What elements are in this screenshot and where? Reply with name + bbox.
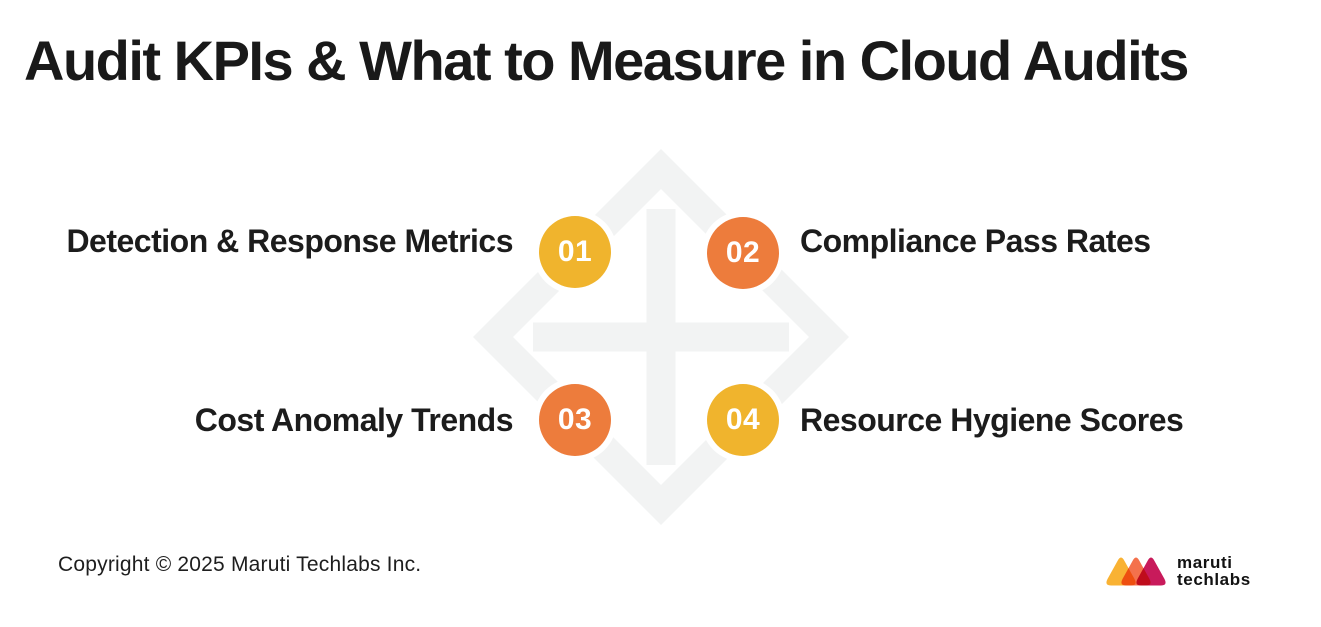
kpi-label-resource-hygiene-scores: Resource Hygiene Scores	[800, 402, 1184, 438]
maruti-techlabs-wordmark: maruti techlabs	[1177, 554, 1251, 588]
maruti-techlabs-logo-icon	[1106, 557, 1166, 586]
copyright-text: Copyright © 2025 Maruti Techlabs Inc.	[58, 553, 422, 576]
move-arrows-diamond-icon	[473, 149, 849, 525]
kpi-label-detection-response-metrics: Detection & Response Metrics	[66, 223, 513, 259]
kpi-number-badge-04: 04	[707, 384, 779, 456]
kpi-label-compliance-pass-rates: Compliance Pass Rates	[800, 223, 1151, 259]
kpi-number-badge-01: 01	[539, 216, 611, 288]
page-title: Audit KPIs & What to Measure in Cloud Au…	[24, 29, 1189, 92]
kpi-number-text: 02	[725, 236, 761, 269]
kpi-number-badge-03: 03	[539, 384, 611, 456]
kpi-number-text: 04	[725, 403, 761, 436]
logo-word-techlabs: techlabs	[1177, 570, 1251, 589]
kpi-label-cost-anomaly-trends: Cost Anomaly Trends	[194, 402, 514, 438]
logo-word-maruti: maruti	[1177, 553, 1233, 572]
kpi-number-badge-02: 02	[707, 217, 779, 289]
kpi-number-text: 01	[557, 235, 593, 268]
maruti-techlabs-logo: maruti techlabs	[1104, 552, 1251, 590]
kpi-number-text: 03	[557, 403, 593, 436]
